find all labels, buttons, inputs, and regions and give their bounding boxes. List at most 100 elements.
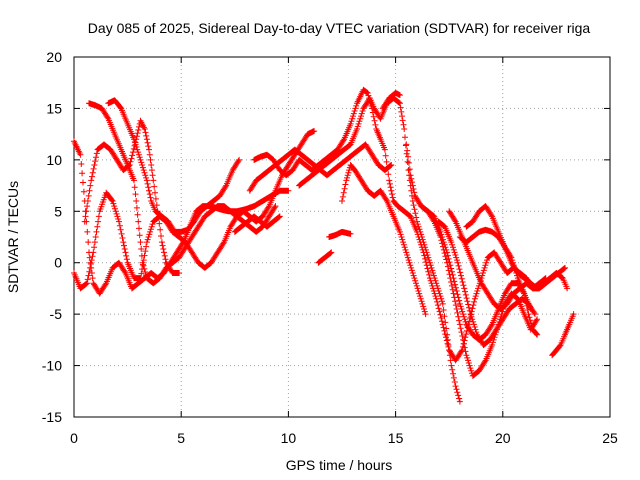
data-point — [562, 277, 564, 279]
data-point — [133, 179, 135, 182]
data-point — [429, 277, 431, 279]
data-point — [444, 225, 446, 228]
data-point — [454, 385, 457, 387]
data-point — [223, 241, 225, 243]
data-point — [375, 128, 378, 130]
data-point — [463, 287, 466, 290]
data-point — [390, 164, 393, 166]
data-point — [152, 179, 155, 182]
data-point — [482, 344, 485, 346]
data-point — [433, 220, 435, 223]
data-point — [92, 251, 95, 254]
y-tick-label: -15 — [42, 409, 62, 425]
data-point — [206, 205, 208, 207]
data-point — [120, 148, 122, 151]
data-point — [96, 148, 99, 151]
data-point — [259, 155, 262, 158]
data-point — [339, 164, 341, 166]
data-point — [360, 179, 363, 182]
data-point — [261, 200, 264, 202]
data-point — [416, 220, 418, 223]
data-point — [266, 153, 268, 156]
data-point — [454, 359, 457, 362]
data-point — [171, 261, 174, 264]
data-point — [420, 205, 423, 207]
data-point — [529, 282, 532, 285]
data-point — [139, 119, 142, 122]
data-point — [465, 354, 468, 357]
data-point — [203, 215, 206, 218]
data-series — [315, 249, 335, 266]
data-point — [478, 369, 481, 372]
data-point — [510, 256, 513, 259]
data-point — [203, 267, 206, 269]
data-point — [497, 236, 500, 238]
data-point — [379, 189, 382, 192]
data-point — [564, 267, 566, 269]
data-point — [274, 164, 277, 166]
data-point — [456, 261, 459, 264]
data-point — [343, 148, 345, 151]
data-point — [272, 220, 275, 223]
data-point — [559, 344, 562, 346]
data-point — [489, 339, 491, 341]
data-point — [484, 333, 487, 336]
data-point — [422, 241, 425, 243]
data-point — [285, 174, 288, 177]
data-point — [178, 236, 180, 238]
data-point — [484, 205, 487, 207]
data-point — [324, 159, 326, 161]
data-point — [459, 400, 461, 403]
data-point — [379, 138, 382, 141]
data-point — [197, 225, 200, 228]
data-point — [195, 210, 198, 213]
data-point — [354, 169, 356, 171]
y-axis-label: SDTVAR / TECUs — [5, 181, 21, 293]
data-point — [186, 229, 189, 231]
data-point — [90, 179, 92, 182]
data-point — [486, 292, 489, 295]
data-point — [450, 364, 453, 367]
data-point — [73, 140, 75, 143]
data-point — [523, 277, 526, 279]
data-point — [326, 174, 328, 177]
data-point — [345, 179, 348, 182]
data-point — [536, 287, 538, 290]
data-point — [150, 200, 152, 202]
data-point — [98, 292, 101, 295]
data-point — [396, 205, 399, 207]
data-point — [441, 303, 444, 305]
y-tick-label: 20 — [46, 49, 62, 65]
data-point — [146, 241, 148, 243]
data-point — [197, 261, 200, 264]
data-point — [107, 102, 110, 105]
data-series — [456, 226, 541, 338]
data-point — [79, 153, 82, 156]
data-series — [86, 100, 279, 287]
data-point — [158, 277, 161, 279]
data-point — [294, 153, 296, 156]
data-point — [435, 297, 438, 300]
data-point — [236, 210, 238, 213]
data-point — [332, 169, 335, 171]
data-point — [279, 189, 281, 192]
data-point — [178, 272, 180, 274]
data-point — [291, 169, 294, 171]
data-point — [467, 251, 470, 254]
data-point — [193, 220, 195, 223]
data-point — [143, 128, 146, 130]
data-point — [113, 133, 116, 135]
data-point — [454, 220, 457, 223]
data-point — [568, 323, 571, 326]
x-axis-label: GPS time / hours — [286, 457, 393, 473]
data-point — [495, 328, 498, 331]
x-tick-label: 10 — [281, 430, 297, 446]
data-point — [279, 169, 281, 171]
data-point — [287, 164, 290, 166]
chart-title: Day 085 of 2025, Sidereal Day-to-day VTE… — [88, 20, 591, 36]
data-point — [279, 215, 281, 218]
data-point — [341, 200, 343, 202]
data-point — [514, 303, 517, 305]
data-point — [330, 251, 333, 254]
series-layer — [71, 86, 577, 405]
